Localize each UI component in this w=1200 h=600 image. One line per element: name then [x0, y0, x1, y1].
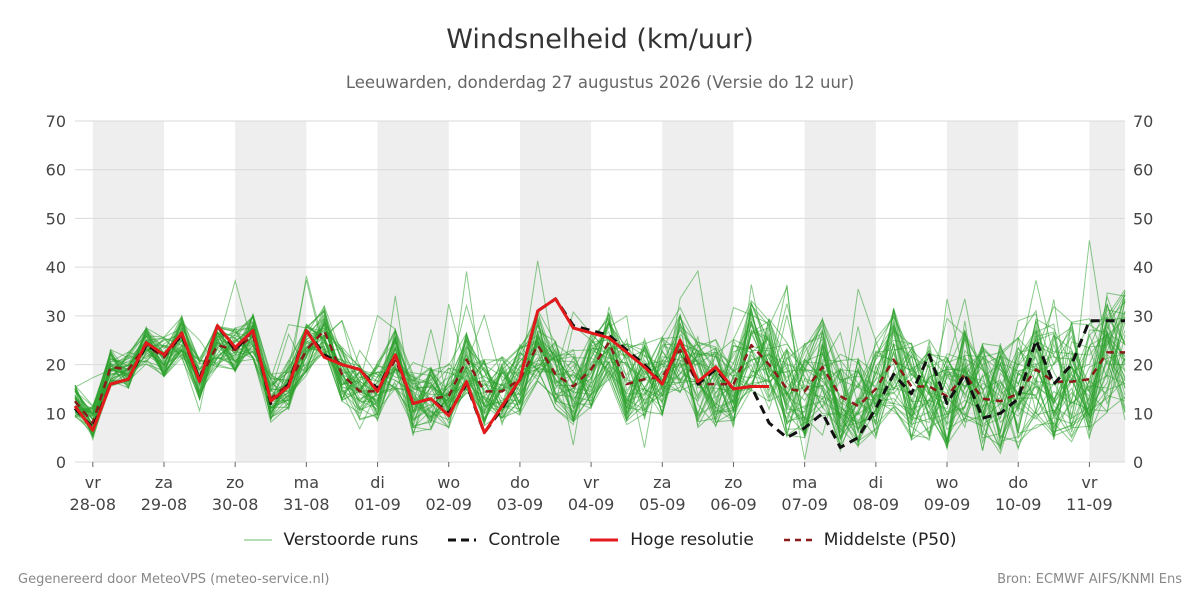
main-series [73, 297, 1125, 449]
legend-item-median: Middelste (P50) [783, 530, 957, 550]
x-tick-day: do [510, 473, 530, 492]
legend-item-ensemble: Verstoorde runs [243, 530, 419, 550]
y-tick-label-right: 60 [1133, 161, 1153, 180]
footer-source: Bron: ECMWF AIFS/KNMI Ens [997, 572, 1182, 587]
legend-label-hires: Hoge resolutie [630, 530, 754, 550]
legend: Verstoorde runs Controle Hoge resolutie … [0, 530, 1200, 550]
ensemble-run-line [74, 299, 1126, 437]
x-tick-date: 31-08 [283, 495, 330, 514]
x-tick-day: zo [724, 473, 742, 492]
series-line-middelste-p50 [74, 329, 1125, 425]
y-tick-label-left: 30 [46, 307, 66, 326]
chart-subtitle: Leeuwarden, donderdag 27 augustus 2026 (… [345, 73, 855, 92]
y-axis-right: 0 10 20 30 40 50 60 70 [1133, 112, 1153, 472]
y-tick-label-left: 0 [56, 453, 66, 472]
x-tick-day: ma [792, 473, 817, 492]
day-band [92, 121, 164, 462]
x-tick-date: 03-09 [497, 495, 544, 514]
series-line-hoge-resolutie [73, 297, 770, 435]
y-tick-label-left: 70 [46, 112, 66, 131]
legend-item-control: Controle [448, 530, 560, 550]
legend-item-hires: Hoge resolutie [590, 530, 754, 550]
x-tick-date: 08-09 [853, 495, 900, 514]
ensemble-run-line [74, 280, 1126, 440]
x-tick-day: do [1008, 473, 1028, 492]
weekend-bands [92, 121, 1125, 462]
legend-swatch-ensemble [243, 539, 272, 541]
x-tick-day: za [155, 473, 173, 492]
x-tick-date: 05-09 [639, 495, 686, 514]
footer-generated-by: Gegenereerd door MeteoVPS (meteo-service… [18, 572, 330, 587]
legend-label-control: Controle [488, 530, 561, 550]
y-tick-label-right: 40 [1133, 258, 1153, 277]
chart-title: Windsnelheid (km/uur) [446, 24, 754, 55]
y-tick-label-left: 10 [46, 404, 66, 423]
legend-swatch-hires [590, 538, 619, 542]
x-tick-day: vr [1081, 473, 1097, 492]
ensemble-run-line [74, 307, 1126, 447]
ensemble-run-line [74, 299, 1126, 451]
legend-swatch-control [448, 538, 477, 542]
x-tick-date: 01-09 [354, 495, 401, 514]
y-tick-label-left: 40 [46, 258, 66, 277]
x-tick-day: wo [936, 473, 959, 492]
x-axis: vr 28-08 za 29-08 zo 30-08 ma 31-08 di 01-09 wo 02-… [70, 462, 1113, 514]
x-tick-date: 07-09 [781, 495, 828, 514]
ensemble-run-line [74, 304, 1126, 421]
y-tick-label-right: 20 [1133, 356, 1153, 375]
x-tick-date: 10-09 [995, 495, 1042, 514]
x-tick-date: 02-09 [425, 495, 472, 514]
y-tick-label-left: 60 [46, 161, 66, 180]
x-tick-day: di [370, 473, 385, 492]
ensemble-run-line [74, 308, 1126, 444]
x-tick-date: 30-08 [212, 495, 259, 514]
y-tick-label-right: 50 [1133, 209, 1153, 228]
x-tick-day: zo [226, 473, 244, 492]
legend-label-median: Middelste (P50) [823, 530, 957, 550]
y-tick-label-right: 30 [1133, 307, 1153, 326]
y-axis-left: 0 10 20 30 40 50 60 70 [46, 112, 66, 472]
x-tick-date: 09-09 [924, 495, 971, 514]
y-tick-label-right: 0 [1133, 453, 1143, 472]
legend-swatch-median [783, 538, 812, 542]
legend-label-ensemble: Verstoorde runs [283, 530, 419, 550]
x-tick-day: vr [85, 473, 101, 492]
x-tick-date: 28-08 [70, 495, 117, 514]
y-tick-label-left: 50 [46, 209, 66, 228]
y-tick-label-left: 20 [46, 356, 66, 375]
x-tick-day: za [653, 473, 671, 492]
x-tick-date: 04-09 [568, 495, 615, 514]
ensemble-run-line [74, 292, 1126, 448]
y-tick-label-right: 70 [1133, 112, 1153, 131]
grid-lines [75, 120, 1125, 463]
x-tick-date: 11-09 [1066, 495, 1113, 514]
x-tick-date: 29-08 [141, 495, 188, 514]
x-tick-date: 06-09 [710, 495, 757, 514]
ensemble-run-line [74, 260, 1126, 442]
y-tick-label-right: 10 [1133, 404, 1153, 423]
x-tick-day: ma [294, 473, 319, 492]
x-tick-day: di [869, 473, 884, 492]
ensemble-run-line [74, 309, 1126, 446]
x-tick-day: wo [437, 473, 460, 492]
ensemble-run-line [74, 311, 1126, 460]
x-tick-day: vr [583, 473, 599, 492]
